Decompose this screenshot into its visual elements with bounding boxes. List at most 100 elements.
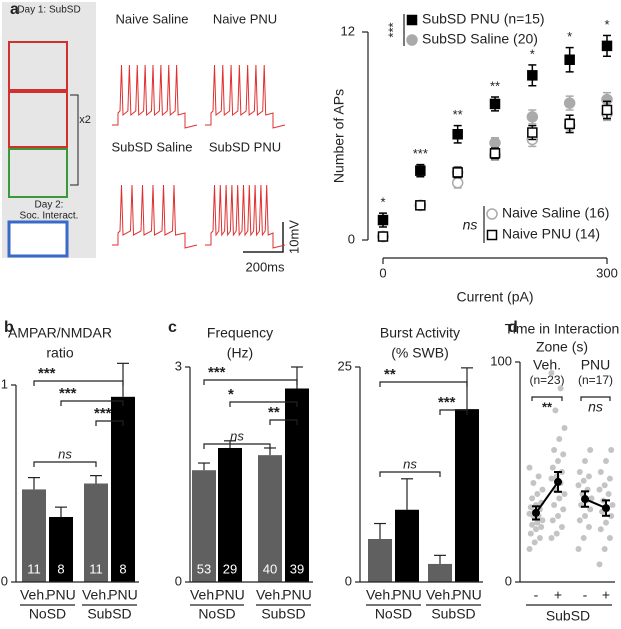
legend-marker <box>486 229 498 241</box>
group-label: NoSD <box>29 606 66 622</box>
y-tick-label: 3 <box>175 358 182 373</box>
group-n: (n=23) <box>529 373 564 387</box>
chart-title: Frequency <box>207 325 273 341</box>
y-tick-label: 0 <box>175 573 182 588</box>
data-point <box>452 167 463 178</box>
significance: *** <box>413 146 428 161</box>
chart-title: (Hz) <box>227 345 253 361</box>
data-point <box>561 491 568 497</box>
data-point <box>527 530 534 537</box>
data-point <box>548 475 555 482</box>
voltage-trace <box>205 64 286 129</box>
significance: * <box>604 17 609 32</box>
x-axis-label: SubSD <box>546 608 590 624</box>
data-point <box>587 506 594 513</box>
significance: ns <box>403 456 417 471</box>
significance: *** <box>38 365 56 382</box>
data-point <box>576 517 583 524</box>
significance: ns <box>58 446 72 461</box>
significance: * <box>380 195 385 210</box>
y-tick-label: 0 <box>348 231 355 246</box>
data-point <box>557 385 564 392</box>
data-point <box>606 535 613 541</box>
data-point <box>531 539 538 546</box>
significance: *** <box>438 394 456 411</box>
schematic-box <box>8 148 68 198</box>
n-label: 40 <box>263 561 277 576</box>
bar <box>395 509 419 582</box>
data-point <box>601 40 613 52</box>
data-point <box>526 464 533 471</box>
panel-label: a <box>10 1 19 18</box>
group-label: Veh. <box>533 357 561 373</box>
voltage-trace <box>112 64 198 129</box>
x-tick-label: + <box>602 587 610 603</box>
data-point <box>552 407 559 414</box>
group-label: NoSD <box>375 606 412 622</box>
data-point <box>451 177 464 189</box>
data-point <box>489 98 501 110</box>
data-point <box>526 546 533 552</box>
data-point <box>576 469 583 475</box>
x-tick-label: PNU <box>452 587 482 603</box>
data-point <box>606 475 613 482</box>
schematic-text: Day 2: <box>35 200 64 211</box>
data-point <box>555 513 561 519</box>
data-point <box>539 486 546 493</box>
mean-connector <box>535 481 559 514</box>
x-tick-label: + <box>554 587 562 603</box>
significance-bracket <box>95 420 124 426</box>
x-tick-label: PNU <box>108 587 138 603</box>
schematic-box <box>8 91 68 148</box>
significance: ** <box>453 107 463 122</box>
data-point <box>582 458 588 464</box>
significance-bracket <box>580 396 611 401</box>
data-point <box>580 535 587 541</box>
data-point <box>534 491 541 497</box>
chart-title: Time in Interaction <box>505 321 620 337</box>
data-point <box>530 480 537 486</box>
bar <box>368 539 392 582</box>
chart-title: (% SWB) <box>391 345 449 361</box>
significance: ns <box>463 217 478 233</box>
data-point <box>596 486 603 493</box>
x-tick-label: 300 <box>596 265 618 280</box>
significance-bracket <box>379 381 468 387</box>
data-point <box>549 464 556 471</box>
schematic-text: Day 1: SubSD <box>17 5 80 16</box>
n-label: 11 <box>89 561 103 576</box>
x-tick-label: Veh. <box>20 587 48 603</box>
data-point <box>561 425 568 431</box>
data-point <box>526 510 533 517</box>
y-tick-label: 0 <box>345 573 352 588</box>
group-n: (n=17) <box>578 373 613 387</box>
significance: *** <box>208 364 226 381</box>
panel-label: d <box>508 319 518 336</box>
bar <box>84 483 108 582</box>
y-tick-label: 100 <box>490 353 512 368</box>
data-point <box>597 469 604 475</box>
scale-label: 200ms <box>245 259 285 274</box>
trace-label: SubSD Saline <box>112 139 193 154</box>
bar <box>285 388 309 582</box>
mean-point <box>532 508 540 517</box>
data-point <box>564 118 575 130</box>
data-point <box>534 519 541 526</box>
schematic-text: Soc. Interact. <box>20 211 79 222</box>
schematic-box <box>8 41 68 91</box>
significance-bracket <box>379 471 441 477</box>
data-point <box>596 561 603 568</box>
legend-label: SubSD PNU (n=15) <box>422 11 545 27</box>
x-tick-label: PNU <box>215 587 245 603</box>
significance-bracket <box>269 419 298 425</box>
data-point <box>377 231 389 242</box>
x-tick-label: Veh. <box>366 587 394 603</box>
data-point <box>605 491 612 497</box>
mean-point <box>602 504 610 513</box>
data-point <box>526 111 539 123</box>
data-point <box>538 524 545 530</box>
legend-marker <box>486 208 498 220</box>
x-tick-label: Veh. <box>190 587 218 603</box>
